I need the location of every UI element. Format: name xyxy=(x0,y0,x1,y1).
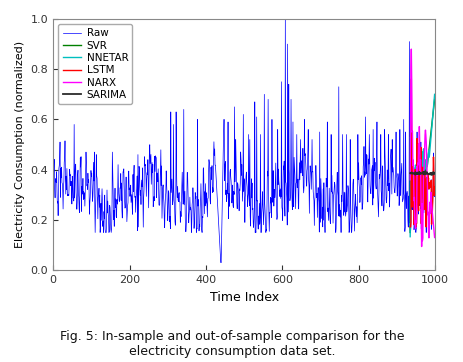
LSTM xyxy=(431,185,437,189)
Raw xyxy=(313,163,318,168)
Raw xyxy=(348,230,353,235)
Raw xyxy=(218,240,224,244)
SARIMA xyxy=(430,171,436,175)
SARIMA xyxy=(419,171,425,175)
NARX xyxy=(420,171,425,175)
NARX xyxy=(430,227,436,231)
Line: NARX: NARX xyxy=(409,49,434,247)
LSTM xyxy=(428,222,433,226)
SARIMA xyxy=(414,172,419,176)
Raw xyxy=(50,188,56,192)
NARX xyxy=(428,206,434,210)
Raw xyxy=(218,260,223,265)
Raw xyxy=(204,215,210,219)
LSTM xyxy=(417,145,423,150)
Y-axis label: Electricity Consumption (normalized): Electricity Consumption (normalized) xyxy=(15,41,25,248)
Legend: Raw, SVR, NNETAR, LSTM, NARX, SARIMA: Raw, SVR, NNETAR, LSTM, NARX, SARIMA xyxy=(58,24,132,104)
LSTM xyxy=(407,77,413,81)
NARX xyxy=(431,235,437,240)
SARIMA xyxy=(431,171,437,176)
LSTM xyxy=(419,195,425,199)
LSTM xyxy=(430,171,436,175)
NNETAR xyxy=(412,169,418,173)
LSTM xyxy=(407,225,412,229)
NNETAR xyxy=(427,132,433,137)
SARIMA xyxy=(428,171,433,175)
SVR xyxy=(427,128,433,132)
Raw xyxy=(355,177,360,182)
NNETAR xyxy=(407,235,412,239)
SARIMA xyxy=(421,169,426,174)
SARIMA xyxy=(428,173,434,177)
NARX xyxy=(418,244,424,249)
Raw xyxy=(282,17,288,21)
NNETAR xyxy=(414,156,419,161)
Line: SARIMA: SARIMA xyxy=(409,172,434,175)
SVR xyxy=(407,230,412,235)
Line: Raw: Raw xyxy=(53,19,434,262)
NARX xyxy=(417,186,423,190)
NNETAR xyxy=(417,168,422,173)
SVR xyxy=(417,171,422,175)
SARIMA xyxy=(417,171,422,175)
SVR xyxy=(431,97,437,101)
Line: SVR: SVR xyxy=(409,99,434,232)
SARIMA xyxy=(412,172,418,177)
Raw xyxy=(431,185,437,189)
LSTM xyxy=(413,222,418,226)
NARX xyxy=(414,161,419,165)
X-axis label: Time Index: Time Index xyxy=(209,291,278,304)
NNETAR xyxy=(419,150,425,154)
SVR xyxy=(412,167,418,172)
SARIMA xyxy=(407,171,412,175)
LSTM xyxy=(414,184,419,188)
Line: LSTM: LSTM xyxy=(409,79,434,227)
NARX xyxy=(407,47,413,51)
SVR xyxy=(430,104,436,108)
SVR xyxy=(414,158,419,162)
Text: Fig. 5: In-sample and out-of-sample comparison for the
electricity consumption d: Fig. 5: In-sample and out-of-sample comp… xyxy=(60,331,403,358)
Raw xyxy=(89,184,95,188)
NNETAR xyxy=(430,101,436,105)
NARX xyxy=(413,220,418,224)
NNETAR xyxy=(431,92,437,97)
SVR xyxy=(419,153,425,157)
NARX xyxy=(407,177,412,182)
Line: NNETAR: NNETAR xyxy=(409,94,434,237)
